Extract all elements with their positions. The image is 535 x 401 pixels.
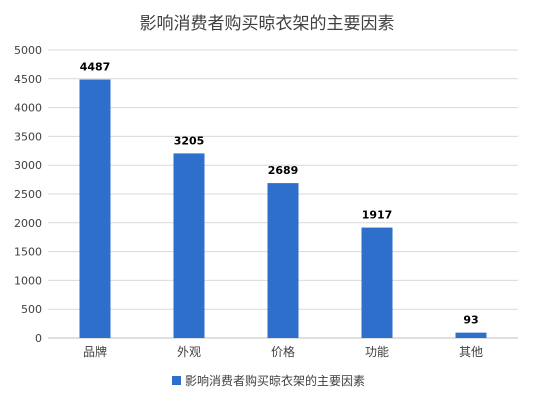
y-tick-label: 0 [35, 332, 42, 345]
bar-2 [173, 153, 205, 338]
x-tick-label: 其他 [459, 345, 483, 359]
chart-title: 影响消费者购买晾衣架的主要因素 [140, 14, 395, 34]
bar-layer [79, 79, 487, 338]
bar-3 [267, 183, 299, 338]
data-label: 2689 [268, 164, 299, 177]
x-tick-label: 品牌 [83, 345, 107, 359]
legend-swatch [172, 376, 181, 385]
data-label: 3205 [174, 134, 205, 147]
y-tick-label: 1000 [14, 274, 42, 287]
x-tick-label: 外观 [177, 345, 201, 359]
data-label: 93 [463, 314, 478, 327]
y-tick-label: 500 [21, 303, 42, 316]
y-tick-label: 2000 [14, 217, 42, 230]
data-label: 1917 [362, 209, 393, 222]
legend: 影响消费者购买晾衣架的主要因素 [172, 373, 365, 388]
legend-label: 影响消费者购买晾衣架的主要因素 [185, 373, 365, 388]
x-tick-label: 价格 [271, 344, 295, 359]
y-tick-label: 2500 [14, 188, 42, 201]
data-label: 4487 [80, 61, 111, 74]
y-tick-label: 3500 [14, 130, 42, 143]
bar-4 [361, 227, 393, 338]
bar-5 [455, 332, 487, 338]
y-tick-label: 4500 [14, 73, 42, 86]
data-label-layer: 4487 3205 2689 1917 93 [80, 61, 479, 327]
bar-1 [79, 79, 111, 338]
y-tick-label: 1500 [14, 246, 42, 259]
y-tick-label: 4000 [14, 102, 42, 115]
y-tick-label: 3000 [14, 159, 42, 172]
x-tick-label: 功能 [365, 345, 389, 359]
axis-layer: 0 500 1000 1500 2000 2500 3000 3500 4000 4500 5000… [14, 44, 518, 359]
y-tick-label: 5000 [14, 44, 42, 57]
